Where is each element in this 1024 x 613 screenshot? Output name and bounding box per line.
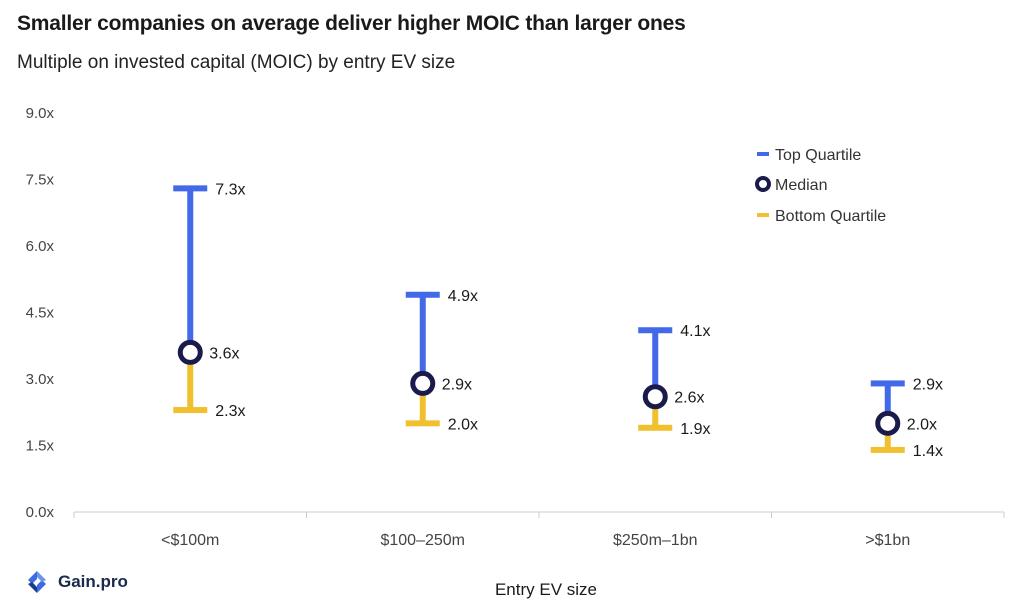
legend-top-quartile-swatch — [757, 152, 769, 156]
chart-subtitle: Multiple on invested capital (MOIC) by e… — [17, 52, 456, 73]
top-quartile-cap — [173, 185, 208, 192]
bottom-quartile-label: 1.4x — [913, 443, 943, 460]
legend-bottom-quartile-swatch — [757, 213, 769, 217]
top-quartile-cap — [870, 380, 905, 387]
y-tick-label: 4.5x — [26, 305, 55, 322]
legend-median-swatch — [755, 176, 771, 192]
median-label: 2.6x — [674, 390, 704, 407]
top-quartile-cap — [638, 327, 673, 334]
x-tick-label: >$1bn — [865, 532, 910, 549]
x-tick-label: $100–250m — [380, 532, 465, 549]
x-tick-label: $250m–1bn — [613, 532, 698, 549]
bottom-quartile-label: 1.9x — [680, 421, 710, 438]
median-marker — [410, 370, 436, 396]
gain-pro-logo-icon — [28, 571, 46, 593]
bottom-quartile-stem — [187, 352, 194, 411]
x-axis-title: Entry EV size — [495, 580, 597, 599]
y-tick-label: 0.0x — [26, 504, 55, 521]
bottom-quartile-cap — [638, 424, 673, 431]
bottom-quartile-stem — [652, 396, 659, 428]
median-label: 2.0x — [907, 416, 937, 433]
median-label: 3.6x — [209, 345, 239, 362]
top-quartile-cap — [405, 291, 440, 298]
x-tick-label: <$100m — [161, 532, 219, 549]
median-label: 2.9x — [442, 376, 472, 393]
y-tick-label: 9.0x — [26, 105, 55, 122]
bottom-quartile-stem — [884, 423, 891, 450]
top-quartile-label: 2.9x — [913, 376, 943, 393]
bottom-quartile-cap — [405, 420, 440, 427]
legend-top-quartile-label: Top Quartile — [775, 147, 861, 164]
legend-bottom-quartile-label: Bottom Quartile — [775, 208, 886, 225]
median-marker — [642, 384, 668, 410]
brand-name: Gain.pro — [58, 572, 128, 591]
y-tick-label: 6.0x — [26, 238, 55, 255]
legend-median-label: Median — [775, 177, 827, 194]
top-quartile-stem — [884, 383, 891, 424]
top-quartile-stem — [652, 330, 659, 397]
bottom-quartile-cap — [870, 446, 905, 453]
bottom-quartile-stem — [419, 383, 426, 424]
median-marker — [177, 339, 203, 365]
top-quartile-stem — [419, 294, 426, 384]
bottom-quartile-cap — [173, 407, 208, 414]
brand-logo: Gain.pro — [24, 569, 128, 595]
top-quartile-stem — [187, 188, 194, 353]
bottom-quartile-label: 2.3x — [215, 403, 245, 420]
top-quartile-label: 4.1x — [680, 323, 710, 340]
bottom-quartile-label: 2.0x — [448, 416, 478, 433]
top-quartile-label: 4.9x — [448, 288, 478, 305]
y-tick-label: 7.5x — [26, 172, 55, 189]
top-quartile-label: 7.3x — [215, 181, 245, 198]
median-marker — [875, 410, 901, 436]
y-tick-label: 1.5x — [26, 438, 55, 455]
y-tick-label: 3.0x — [26, 371, 55, 388]
chart-title: Smaller companies on average deliver hig… — [17, 12, 686, 35]
